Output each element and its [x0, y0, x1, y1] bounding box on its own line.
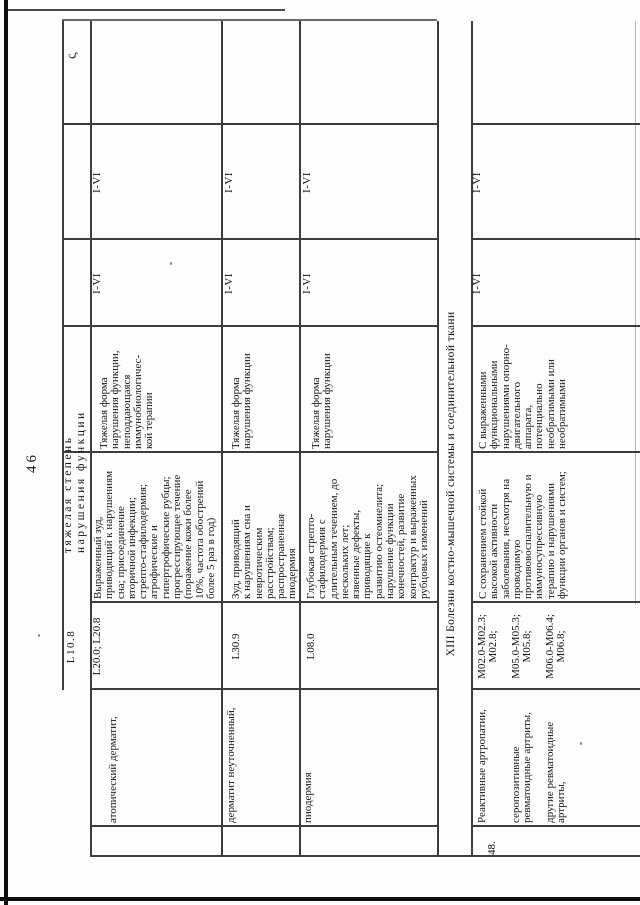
scan-speck — [170, 262, 172, 265]
row48-form-cell: С выраженными функциональными нарушениям… — [477, 344, 569, 449]
row2-grade1-cell: I-VI — [91, 273, 103, 294]
row1-clinical-cell: тяжелая степень нарушения функции — [62, 410, 87, 553]
row2-code-cell: L20.0; L20.8 — [91, 617, 103, 676]
grid-col-grade1 — [62, 238, 437, 240]
row4-grade1-cell: I-VI — [301, 273, 313, 294]
row2-disease-cell: атопический дерматит, — [107, 716, 119, 823]
page-number: 46 — [24, 452, 40, 473]
row48-grade1-cell: I-VI — [471, 273, 483, 294]
row3-grade2-cell: I-VI — [223, 172, 235, 193]
row4-form-cell: Тяжелая форма нарушения функции — [310, 353, 334, 449]
grid-col-form — [471, 325, 640, 327]
grid-col-num — [90, 825, 437, 827]
grid-col-clinical — [62, 451, 437, 453]
grid-row-sep-4 — [437, 21, 439, 857]
row48-disease-cell: Реактивные артропатии, серопозитивные ре… — [476, 709, 568, 823]
grid-col-num — [471, 825, 640, 827]
grid-col-code — [90, 601, 437, 603]
grid-col-left — [90, 855, 640, 857]
grid-col-right — [62, 19, 437, 21]
row2-clinical-cell: Выраженный зуд, приводящий к нарушениям … — [92, 470, 217, 599]
row1-code-cell: L10.8 — [65, 629, 77, 664]
row48-grade2-cell: I-VI — [471, 172, 483, 193]
row3-form-cell: Тяжелая форма нарушения функции — [230, 353, 254, 449]
row3-clinical-cell: Зуд, приводящий к нарушениям сна и невро… — [230, 505, 299, 599]
row3-code-cell: L30.9 — [230, 633, 242, 660]
scan-speck — [38, 634, 40, 637]
row4-clinical-cell: Глубокая стрепто- стафилодермия с длител… — [305, 475, 430, 599]
grid-col-clinical — [471, 451, 640, 453]
scan-border-top — [4, 0, 8, 905]
row48-clinical-cell: С сохранением стойкой высокой активности… — [477, 471, 569, 599]
grid-col-form — [62, 325, 437, 327]
grid-row-sep-2 — [221, 21, 223, 857]
row3-disease-cell: дерматит неуточненный, — [225, 707, 237, 823]
row2-grade2-cell: I-VI — [91, 172, 103, 193]
row4-code-cell: L08.0 — [305, 633, 317, 660]
scan-border-right — [8, 9, 285, 11]
row4-disease-cell: пиодермия — [302, 772, 314, 823]
row48-codes-cell: M02.0-M02.3; M02.8; M05.0-M05.3; M05.8; … — [476, 614, 568, 679]
grid-col-grade1 — [471, 238, 640, 240]
row3-grade1-cell: I-VI — [223, 273, 235, 294]
row4-grade2-cell: I-VI — [301, 172, 313, 193]
grid-col-grade2 — [62, 123, 437, 125]
handwritten-mark: ς — [63, 51, 81, 61]
section-header: XIII Болезни костно-мышечной системы и с… — [445, 311, 457, 657]
scan-border-bottom — [635, 21, 636, 605]
scan-speck — [580, 742, 582, 745]
grid-col-disease — [90, 688, 437, 690]
grid-col-grade2 — [471, 123, 640, 125]
grid-row-sep-3 — [299, 21, 301, 857]
row48-number-cell: 48. — [486, 841, 498, 855]
row2-form-cell: Тяжелая форма нарушения функции, неподда… — [98, 350, 156, 449]
scan-border-left — [0, 897, 640, 901]
